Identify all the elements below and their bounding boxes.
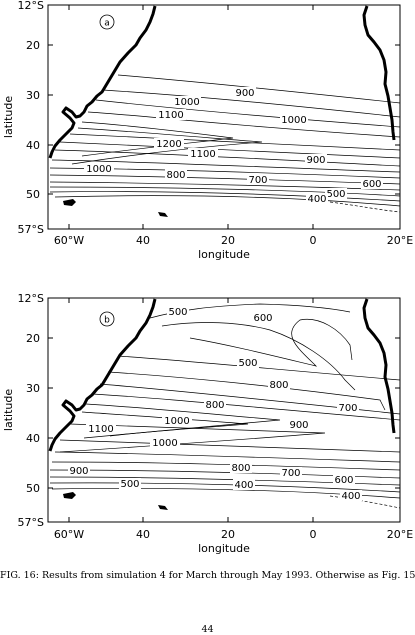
contour-label: 500 xyxy=(326,189,345,200)
contour-label: 1000 xyxy=(164,416,189,427)
contour-label: 1000 xyxy=(281,115,306,126)
contour-label: 800 xyxy=(166,170,185,181)
contour-label: 600 xyxy=(253,313,272,324)
ytick-label: 30 xyxy=(26,89,40,102)
panel-label: a xyxy=(104,19,110,29)
contour-label: 800 xyxy=(205,400,224,411)
panel-label-circle xyxy=(99,311,115,327)
ytick-label: 57°S xyxy=(18,516,44,529)
panel-b: 12°S 20 30 40 50 57°S 60°W 40 20 0 20°E … xyxy=(2,292,413,555)
x-axis-label: longitude xyxy=(198,542,250,555)
contour-label: 900 xyxy=(306,155,325,166)
panel-b-frame xyxy=(47,297,401,523)
xtick-label: 0 xyxy=(310,528,317,541)
contour-label: 900 xyxy=(289,420,308,431)
panel-a-frame xyxy=(47,4,401,230)
contour-label: 800 xyxy=(269,380,288,391)
ytick-label: 40 xyxy=(26,432,40,445)
falkland-islands xyxy=(63,199,76,206)
ytick-label: 20 xyxy=(26,332,40,345)
ytick-label: 30 xyxy=(26,382,40,395)
xtick-label: 0 xyxy=(310,234,317,247)
xtick-label: 20 xyxy=(221,234,235,247)
contour-label: 700 xyxy=(248,175,267,186)
contour-label: 1100 xyxy=(190,149,215,160)
ytick-label: 12°S xyxy=(18,0,44,12)
south-georgia xyxy=(158,212,168,217)
xtick-label: 60°W xyxy=(54,528,84,541)
contour-label: 1000 xyxy=(174,97,199,108)
africa-coast xyxy=(362,5,396,141)
xtick-label: 20°E xyxy=(387,528,413,541)
contour-label: 1200 xyxy=(156,139,181,150)
contour-label: 1000 xyxy=(86,164,111,175)
contour-label: 500 xyxy=(168,307,187,318)
falkland-islands xyxy=(63,492,76,499)
ytick-label: 57°S xyxy=(18,223,44,236)
contour-label: 400 xyxy=(307,194,326,205)
figure: 12°S 20 30 40 50 57°S 60°W 40 20 0 20°E … xyxy=(2,0,413,555)
contour-label: 700 xyxy=(281,468,300,479)
contour-label: 1100 xyxy=(158,110,183,121)
xtick-label: 60°W xyxy=(54,234,84,247)
xtick-label: 40 xyxy=(136,528,150,541)
contour-label: 1000 xyxy=(152,438,177,449)
contour-label: 500 xyxy=(120,479,139,490)
contour-labels: 900 1000 1100 1000 1200 1100 900 1000 80… xyxy=(84,87,383,205)
south-america-coast xyxy=(48,5,157,159)
contour-label: 600 xyxy=(334,475,353,486)
contour-label: 900 xyxy=(69,466,88,477)
contour-label: 500 xyxy=(238,358,257,369)
ytick-label: 50 xyxy=(26,482,40,495)
contour-label: 400 xyxy=(234,480,253,491)
xtick-label: 40 xyxy=(136,234,150,247)
xtick-label: 20°E xyxy=(387,234,413,247)
south-georgia xyxy=(158,505,168,510)
contour-lines xyxy=(49,74,401,213)
panel-label: b xyxy=(104,316,110,326)
panel-a: 12°S 20 30 40 50 57°S 60°W 40 20 0 20°E … xyxy=(2,0,413,261)
contour-label: 900 xyxy=(235,88,254,99)
south-america-coast xyxy=(48,298,157,452)
y-axis-label: latitude xyxy=(2,389,15,431)
contour-label: 600 xyxy=(362,179,381,190)
panel-label-circle xyxy=(99,14,115,30)
ytick-label: 12°S xyxy=(18,292,44,305)
contour-label: 400 xyxy=(341,491,360,502)
contour-labels: 500 600 500 800 700 800 900 1000 1100 10… xyxy=(68,306,362,502)
y-axis-label: latitude xyxy=(2,96,15,138)
contour-label: 1100 xyxy=(88,424,113,435)
africa-coast xyxy=(362,298,396,434)
contour-label: 700 xyxy=(338,403,357,414)
ytick-label: 40 xyxy=(26,139,40,152)
figure-caption: FIG. 16: Results from simulation 4 for M… xyxy=(0,570,415,581)
x-axis-label: longitude xyxy=(198,248,250,261)
page-number: 44 xyxy=(201,624,214,635)
ytick-label: 50 xyxy=(26,188,40,201)
xtick-label: 20 xyxy=(221,528,235,541)
contour-label: 800 xyxy=(231,463,250,474)
ytick-label: 20 xyxy=(26,39,40,52)
